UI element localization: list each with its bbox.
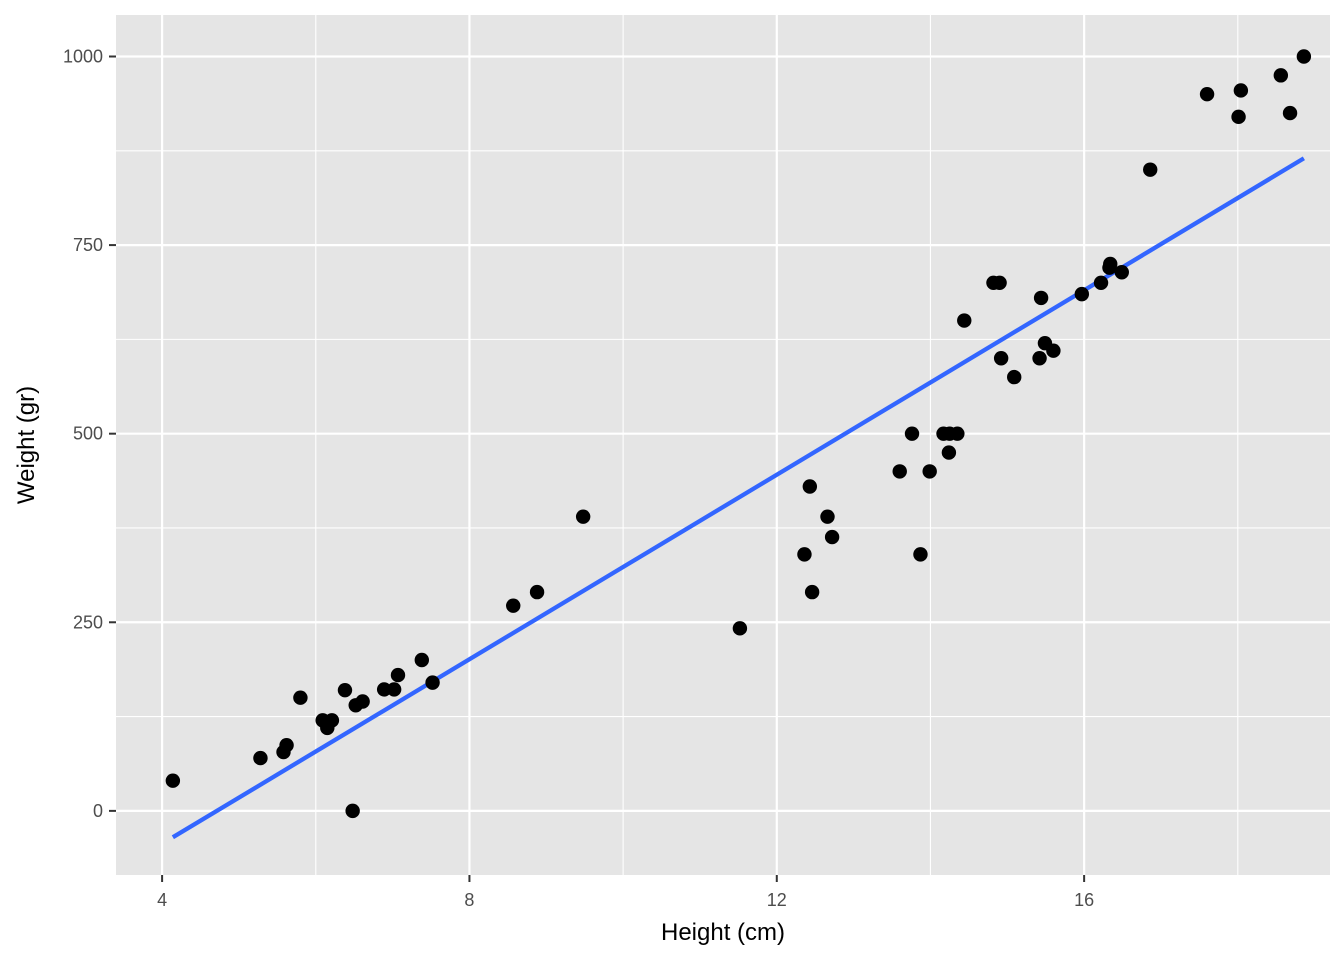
data-point bbox=[506, 598, 521, 613]
data-point bbox=[957, 313, 972, 328]
data-point bbox=[797, 547, 812, 562]
y-tick-label: 1000 bbox=[63, 46, 103, 66]
data-point bbox=[1093, 275, 1109, 291]
data-point bbox=[1046, 343, 1061, 358]
data-point bbox=[993, 351, 1009, 366]
x-tick-label: 16 bbox=[1074, 890, 1094, 910]
data-point bbox=[1199, 87, 1215, 102]
data-point bbox=[386, 682, 402, 697]
data-point bbox=[992, 275, 1007, 291]
data-point bbox=[802, 479, 818, 494]
data-point bbox=[1007, 369, 1022, 385]
data-point bbox=[1296, 49, 1312, 64]
x-axis-title: Height (cm) bbox=[661, 919, 785, 946]
data-point bbox=[804, 584, 820, 600]
data-point bbox=[824, 529, 840, 545]
plot-panel bbox=[116, 15, 1330, 875]
data-point bbox=[165, 773, 181, 788]
data-point bbox=[425, 675, 440, 690]
data-point bbox=[1282, 105, 1298, 121]
major-gridlines bbox=[116, 15, 1330, 875]
data-point bbox=[376, 682, 392, 697]
data-point bbox=[922, 464, 937, 479]
data-point bbox=[1273, 68, 1289, 83]
data-point bbox=[414, 652, 430, 668]
data-point bbox=[293, 690, 308, 705]
y-tick-label: 250 bbox=[73, 612, 103, 632]
data-point bbox=[345, 803, 360, 819]
axis-ticks: 4 8 12 16 0 250 500 750 1000 bbox=[63, 46, 1094, 910]
data-point bbox=[941, 445, 957, 460]
data-point bbox=[337, 682, 353, 698]
data-point bbox=[1114, 265, 1129, 280]
data-points bbox=[165, 49, 1312, 819]
data-point bbox=[1032, 351, 1047, 366]
data-point bbox=[1231, 109, 1246, 125]
y-tick-label: 750 bbox=[73, 235, 103, 255]
data-point bbox=[904, 426, 920, 441]
x-tick-label: 8 bbox=[464, 890, 474, 910]
data-point bbox=[1033, 290, 1049, 306]
data-point bbox=[913, 547, 928, 562]
data-point bbox=[390, 667, 406, 683]
data-point bbox=[1233, 83, 1249, 98]
data-point bbox=[355, 694, 370, 709]
data-point bbox=[279, 738, 294, 753]
data-point bbox=[732, 621, 748, 636]
data-point bbox=[324, 713, 340, 728]
data-point bbox=[892, 464, 907, 479]
x-tick-label: 4 bbox=[157, 890, 167, 910]
y-tick-label: 0 bbox=[93, 801, 103, 821]
data-point bbox=[1074, 286, 1090, 302]
data-point bbox=[575, 509, 591, 524]
data-point bbox=[1103, 256, 1118, 272]
data-point bbox=[820, 509, 835, 524]
y-tick-label: 500 bbox=[73, 424, 103, 444]
data-point bbox=[529, 584, 545, 600]
data-point bbox=[1143, 162, 1158, 177]
x-tick-label: 12 bbox=[767, 890, 787, 910]
data-point bbox=[253, 750, 268, 766]
data-point bbox=[950, 426, 965, 441]
y-axis-title: Weight (gr) bbox=[13, 386, 40, 504]
